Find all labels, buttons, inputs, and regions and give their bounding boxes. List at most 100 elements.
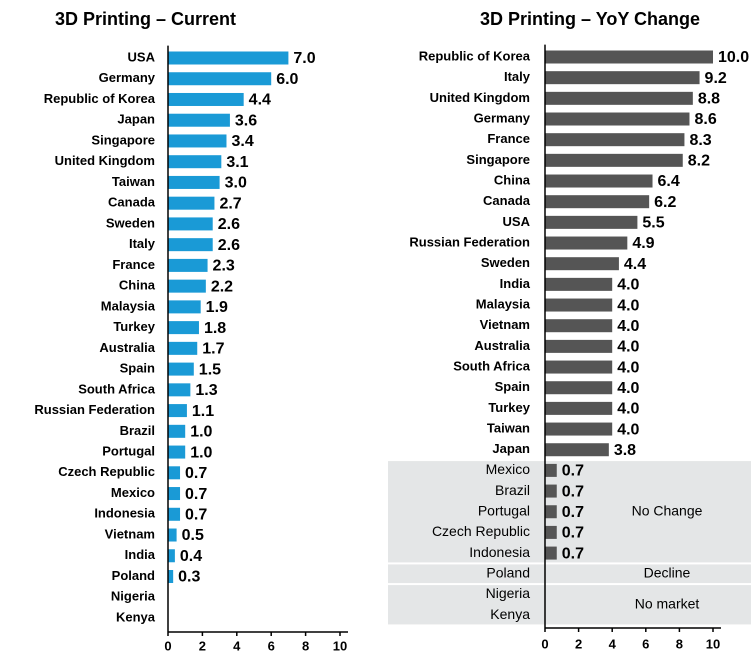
value-label: 1.0 [190, 444, 212, 461]
x-tick-label: 2 [575, 636, 582, 651]
value-label: 3.6 [235, 112, 257, 129]
bar [168, 217, 213, 231]
value-label: 0.7 [562, 504, 584, 521]
value-label: 3.1 [226, 154, 248, 171]
bar [545, 195, 650, 209]
value-label: 2.6 [218, 216, 240, 233]
bar [545, 525, 557, 539]
bar [168, 300, 201, 314]
bar [545, 91, 693, 105]
x-tick-label: 4 [233, 638, 241, 653]
bar [545, 257, 619, 271]
bar [545, 319, 613, 333]
category-label: Germany [474, 110, 531, 125]
category-label: South Africa [78, 381, 156, 396]
value-label: 4.0 [617, 359, 639, 376]
category-label: Canada [108, 195, 156, 210]
value-label: 3.0 [225, 175, 247, 192]
category-label: USA [503, 214, 531, 229]
category-label: Sweden [481, 255, 530, 270]
value-label: 0.5 [182, 527, 204, 544]
x-tick-label: 0 [164, 638, 171, 653]
value-label: 0.7 [185, 465, 207, 482]
value-label: 2.6 [218, 237, 240, 254]
category-label: Russian Federation [409, 234, 530, 249]
value-label: 6.0 [276, 71, 298, 88]
category-label: Brazil [120, 423, 155, 438]
category-label: Singapore [91, 132, 155, 147]
bar [168, 321, 199, 335]
value-label: 4.0 [617, 318, 639, 335]
category-label: Spain [495, 379, 530, 394]
value-label: 4.0 [617, 297, 639, 314]
bar [545, 422, 613, 436]
bar [168, 362, 194, 376]
value-label: 4.0 [617, 277, 639, 294]
category-label: India [125, 547, 156, 562]
value-label: 1.5 [199, 361, 221, 378]
value-label: 4.0 [617, 380, 639, 397]
category-label: Vietnam [105, 526, 155, 541]
category-label: Czech Republic [58, 464, 155, 479]
x-tick-label: 8 [302, 638, 309, 653]
value-label: 4.9 [632, 235, 654, 252]
x-tick-label: 2 [199, 638, 206, 653]
x-tick-label: 6 [268, 638, 275, 653]
value-label: 0.7 [562, 463, 584, 480]
category-label: Italy [129, 236, 156, 251]
value-label: 4.4 [249, 92, 271, 109]
category-label: Italy [504, 69, 531, 84]
category-label: Vietnam [480, 317, 530, 332]
value-label: 0.7 [185, 486, 207, 503]
bar [545, 215, 638, 229]
category-label: Czech Republic [432, 523, 530, 539]
bar [545, 133, 685, 147]
value-label: 1.1 [192, 403, 214, 420]
category-label: Japan [117, 112, 155, 127]
bar [545, 484, 557, 498]
bar [545, 298, 613, 312]
bar [545, 174, 653, 188]
bar [168, 507, 181, 521]
bar [168, 175, 220, 189]
value-label: 1.0 [190, 424, 212, 441]
bar [168, 341, 198, 355]
bar [168, 383, 191, 397]
value-label: 4.0 [617, 339, 639, 356]
category-label: Taiwan [112, 174, 155, 189]
bar [545, 463, 557, 477]
bar [168, 113, 230, 127]
chart-title: 3D Printing – Current [55, 9, 236, 29]
bar [545, 112, 690, 126]
bar [545, 71, 700, 85]
annotation: No Change [632, 502, 703, 518]
category-label: USA [128, 49, 156, 64]
bar [168, 258, 208, 272]
category-label: Indonesia [94, 506, 155, 521]
category-label: Sweden [106, 215, 155, 230]
value-label: 8.2 [688, 153, 710, 170]
x-tick-label: 6 [642, 636, 649, 651]
value-label: 3.4 [231, 133, 253, 150]
x-tick-label: 10 [706, 636, 720, 651]
category-label: Australia [474, 338, 530, 353]
value-label: 7.0 [293, 50, 315, 67]
category-label: Spain [120, 361, 155, 376]
value-label: 2.2 [211, 278, 233, 295]
bar [545, 546, 557, 560]
bar [545, 339, 613, 353]
annotation: No market [635, 595, 700, 611]
category-label: Malaysia [101, 298, 156, 313]
bar [168, 570, 174, 583]
value-label: 6.4 [658, 173, 680, 190]
category-label: Singapore [466, 152, 530, 167]
bar [545, 443, 609, 457]
category-label: Kenya [490, 606, 530, 622]
value-label: 8.8 [698, 91, 720, 108]
value-label: 2.7 [219, 195, 241, 212]
category-label: United Kingdom [430, 90, 530, 105]
bar [545, 236, 628, 250]
bar [168, 549, 175, 563]
category-label: Turkey [113, 319, 155, 334]
category-label: Poland [486, 564, 530, 580]
